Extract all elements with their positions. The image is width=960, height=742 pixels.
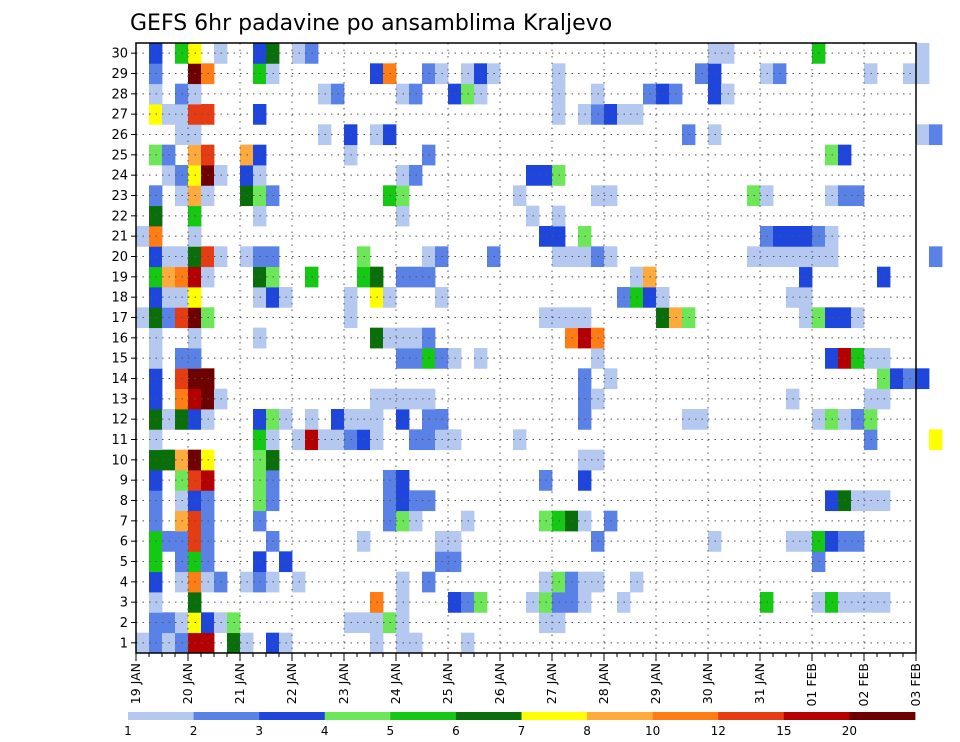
x-tick-label: 22 JAN: [284, 663, 299, 704]
heatmap-cell: [916, 43, 930, 64]
legend-label: 15: [776, 724, 791, 738]
y-tick-label: 8: [120, 494, 128, 509]
y-tick-label: 3: [120, 596, 128, 611]
legend-label: 20: [842, 724, 857, 738]
heatmap-cell: [929, 429, 943, 451]
y-tick-label: 19: [111, 270, 128, 285]
x-tick-label: 01 FEB: [804, 663, 819, 707]
legend-swatch: [193, 712, 260, 720]
color-legend: 1 2 3 4 5 6 7 8 10 12 15 20: [124, 712, 916, 738]
y-tick-label: 6: [120, 535, 128, 550]
y-tick-label: 17: [111, 311, 128, 326]
x-tick-label: 26 JAN: [492, 663, 507, 704]
legend-label: 10: [645, 724, 660, 738]
y-tick-label: 4: [120, 575, 128, 590]
y-tick-label: 11: [111, 433, 128, 448]
x-tick-label: 23 JAN: [336, 663, 351, 704]
legend-label: 6: [452, 724, 460, 738]
x-tick-label: 19 JAN: [128, 663, 143, 704]
y-tick-label: 2: [120, 616, 128, 631]
y-tick-label: 5: [120, 555, 128, 570]
legend-swatch: [390, 712, 457, 720]
legend-swatch: [521, 712, 588, 720]
legend-swatch: [652, 712, 719, 720]
x-tick-label: 31 JAN: [752, 663, 767, 704]
legend-swatch: [128, 712, 194, 720]
y-tick-label: 30: [111, 47, 128, 62]
heatmap-cell: [929, 124, 943, 146]
heatmap-cell: [929, 246, 943, 268]
heatmap-cell: [916, 124, 930, 146]
legend-swatch: [718, 712, 785, 720]
y-tick-label: 26: [111, 128, 128, 143]
legend-swatch: [783, 712, 850, 720]
y-tick-label: 18: [111, 291, 128, 306]
chart-title: GEFS 6hr padavine po ansamblima Kraljevo: [130, 11, 612, 36]
x-tick-label: 27 JAN: [544, 663, 559, 704]
y-tick-label: 14: [111, 372, 128, 387]
y-tick-label: 16: [111, 331, 128, 346]
heatmap-cell: [916, 63, 930, 85]
y-tick-label: 25: [111, 148, 128, 163]
x-tick-label: 29 JAN: [648, 663, 663, 704]
y-tick-label: 22: [111, 209, 128, 224]
y-tick-label: 20: [111, 250, 128, 265]
legend-label: 5: [387, 724, 395, 738]
x-tick-label: 24 JAN: [388, 663, 403, 704]
y-tick-label: 7: [120, 514, 128, 529]
y-tick-label: 9: [120, 474, 128, 489]
y-tick-label: 1: [120, 636, 128, 651]
y-tick-label: 28: [111, 87, 128, 102]
legend-label: 2: [190, 724, 198, 738]
legend-swatch: [324, 712, 391, 720]
y-tick-label: 13: [111, 392, 128, 407]
legend-label: 4: [321, 724, 329, 738]
x-tick-label: 21 JAN: [232, 663, 247, 704]
y-axis: 1234567891011121314151617181920212223242…: [111, 47, 136, 651]
y-tick-label: 12: [111, 413, 128, 428]
legend-swatch: [259, 712, 326, 720]
legend-label: 1: [124, 724, 132, 738]
x-tick-label: 03 FEB: [908, 663, 923, 707]
x-tick-label: 30 JAN: [700, 663, 715, 704]
legend-swatch: [849, 712, 916, 720]
y-tick-label: 29: [111, 67, 128, 82]
y-tick-label: 21: [111, 230, 128, 245]
legend-label: 12: [711, 724, 726, 738]
x-tick-label: 20 JAN: [180, 663, 195, 704]
x-tick-label: 02 FEB: [856, 663, 871, 707]
x-axis: 19 JAN 20 JAN 21 JAN 22 JAN 23 JAN 24 JAN 25 J…: [128, 653, 923, 707]
y-tick-label: 23: [111, 189, 128, 204]
x-tick-label: 25 JAN: [440, 663, 455, 704]
legend-swatch: [587, 712, 654, 720]
y-tick-label: 10: [111, 453, 128, 468]
legend-swatch: [455, 712, 522, 720]
y-tick-label: 27: [111, 108, 128, 123]
legend-label: 3: [255, 724, 263, 738]
dotted-grid: [136, 43, 916, 653]
legend-label: 8: [583, 724, 591, 738]
y-tick-label: 24: [111, 169, 128, 184]
y-tick-label: 15: [111, 352, 128, 367]
heatmap-cell: [916, 368, 930, 390]
legend-label: 7: [518, 724, 526, 738]
x-tick-label: 28 JAN: [596, 663, 611, 704]
